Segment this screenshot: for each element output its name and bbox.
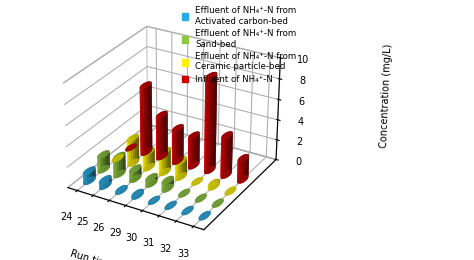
Legend: Effluent of NH₄⁺-N from
Activated carbon-bed, Effluent of NH₄⁺-N from
Sand-bed, : Effluent of NH₄⁺-N from Activated carbon… xyxy=(180,5,298,86)
X-axis label: Run time (days): Run time (days) xyxy=(69,249,146,260)
